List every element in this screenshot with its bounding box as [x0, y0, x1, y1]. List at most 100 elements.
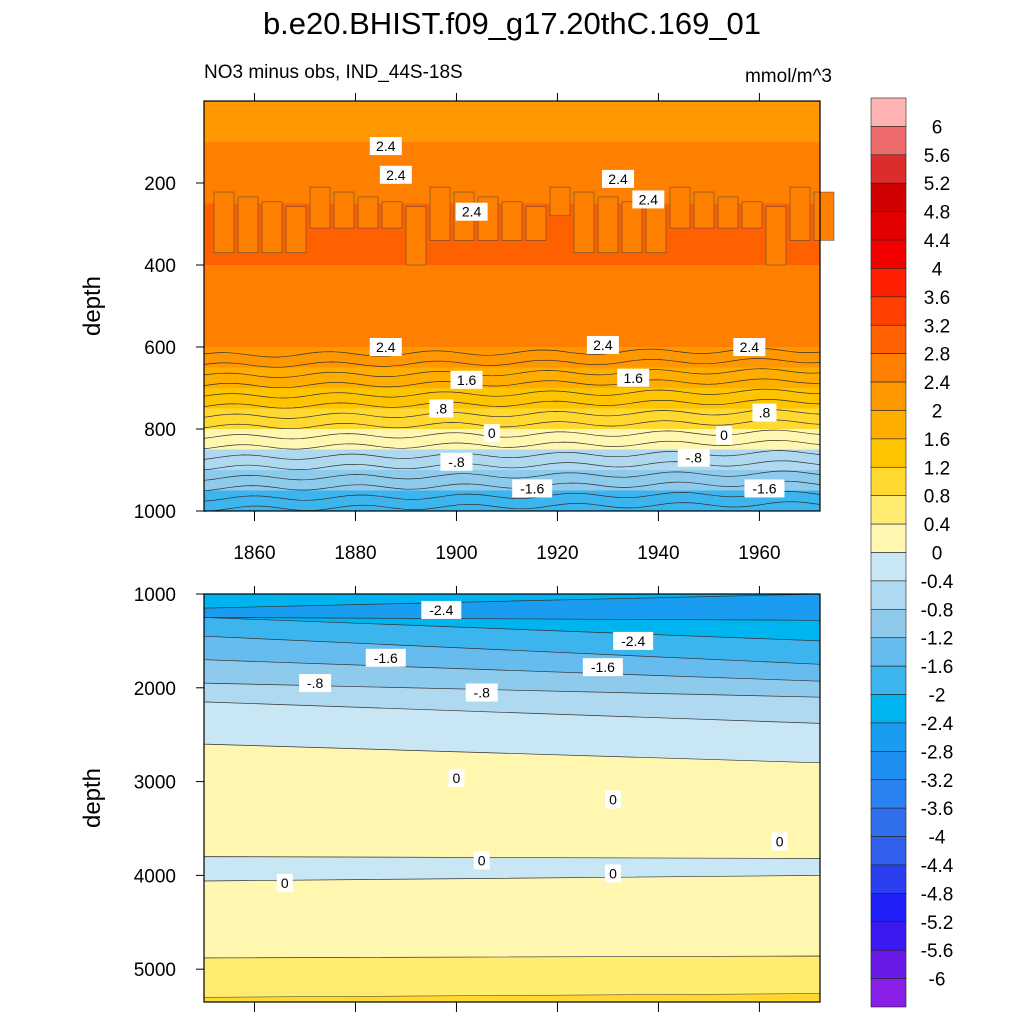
contour-label: 2.4 [386, 167, 406, 183]
contour-label-box [455, 202, 488, 221]
y-tick-label: 1000 [134, 585, 176, 606]
colorbar-label: 5.6 [924, 146, 950, 167]
colorbar-label: -3.2 [921, 771, 954, 792]
upper-depth-band [204, 449, 820, 470]
contour-label-box [733, 338, 766, 356]
contour-label: 2.4 [740, 339, 760, 355]
upper-patch [765, 206, 787, 266]
contour-label-box [716, 426, 733, 445]
colorbar-swatch [870, 324, 907, 354]
upper-patch [429, 186, 451, 241]
colorbar-label: 1.2 [924, 458, 950, 479]
upper-depth-band [204, 326, 820, 347]
upper-patch [741, 201, 763, 229]
upper-contour-line [203, 491, 821, 502]
x-tick-label: 1860 [233, 543, 275, 564]
colorbar-label: -5.6 [921, 941, 954, 962]
contour-label: 0 [776, 834, 784, 850]
upper-contour-line [203, 409, 821, 419]
contour-label: -.8 [448, 454, 465, 470]
contour-label-box [440, 452, 473, 471]
upper-patch [693, 191, 715, 229]
colorbar-swatch [870, 466, 907, 496]
colorbar-swatch [870, 751, 907, 781]
colorbar-swatch [870, 126, 907, 156]
contour-label: 2.4 [639, 191, 659, 207]
contour-label: -2.4 [429, 602, 453, 618]
upper-patch [789, 186, 811, 241]
y-axis-label: depth [79, 276, 106, 336]
contour-label: 0 [478, 852, 486, 868]
contour-label: -1.6 [520, 480, 544, 496]
colorbar-label: -2 [929, 686, 946, 707]
colorbar-label: 0.8 [924, 487, 950, 508]
y-tick-label: 5000 [134, 960, 176, 981]
upper-depth-band [204, 121, 820, 142]
colorbar-swatch [870, 665, 907, 695]
contour-label: 1.6 [457, 372, 477, 388]
colorbar-label: 2.8 [924, 345, 950, 366]
upper-patch [309, 186, 331, 229]
upper-contour-line [203, 470, 821, 481]
colorbar-swatch [870, 154, 907, 184]
x-tick-label: 1880 [334, 543, 376, 564]
colorbar-label: -0.8 [921, 600, 954, 621]
colorbar-label: -1.2 [921, 629, 954, 650]
contour-label: 2.4 [593, 337, 613, 353]
upper-depth-band [204, 408, 820, 429]
colorbar-swatch [870, 807, 907, 837]
contour-label-box [450, 370, 483, 389]
contour-label-box [369, 137, 402, 156]
contour-label-box [604, 790, 621, 809]
y-tick-label: 4000 [134, 866, 176, 887]
upper-depth-band [204, 347, 820, 368]
contour-label: 0 [609, 791, 617, 807]
contour-label-box [473, 851, 490, 870]
contour-label: -.8 [307, 675, 324, 691]
upper-patch [381, 201, 403, 229]
y-tick-label: 600 [144, 338, 176, 359]
contour-label: -.8 [686, 450, 703, 466]
upper-patch [333, 191, 355, 229]
upper-patch [501, 201, 523, 241]
x-tick-label: 1960 [738, 543, 780, 564]
upper-depth-band [204, 490, 820, 511]
y-tick-label: 3000 [134, 773, 176, 794]
upper-contour-line [203, 358, 821, 368]
contour-label-box [276, 873, 293, 892]
colorbar-swatch [870, 296, 907, 326]
upper-patch [237, 196, 259, 253]
upper-patch [717, 196, 739, 229]
upper-depth-band [204, 265, 820, 286]
contour-label: .8 [435, 401, 447, 417]
contour-label-box [465, 683, 498, 702]
colorbar-swatch [870, 239, 907, 269]
contour-label-box [771, 832, 788, 851]
colorbar-label: 5.2 [924, 174, 950, 195]
y-tick-label: 1000 [134, 502, 176, 523]
colorbar-swatch [870, 836, 907, 866]
contour-label-box [379, 165, 412, 184]
colorbar-label: -2.4 [921, 714, 954, 735]
contour-label: -1.6 [374, 650, 398, 666]
contour-label-box [582, 658, 623, 677]
contour-label-box [299, 674, 332, 693]
colorbar-swatch [870, 921, 907, 951]
upper-patch [549, 186, 571, 217]
contour-label: -.8 [474, 684, 491, 700]
colorbar-swatch [870, 694, 907, 724]
contour-label-box [677, 448, 710, 467]
colorbar-swatch [870, 523, 907, 553]
upper-depth-band [204, 388, 820, 409]
contour-label-box [421, 600, 462, 619]
colorbar-label: 0 [932, 544, 943, 565]
colorbar-swatch [870, 637, 907, 667]
y-tick-label: 2000 [134, 679, 176, 700]
colorbar-swatch [870, 495, 907, 525]
contour-label: 2.4 [376, 339, 396, 355]
colorbar-label: -1.6 [921, 657, 954, 678]
upper-depth-band [204, 101, 820, 122]
upper-contour-line [203, 347, 821, 358]
upper-contour-line [203, 388, 821, 399]
